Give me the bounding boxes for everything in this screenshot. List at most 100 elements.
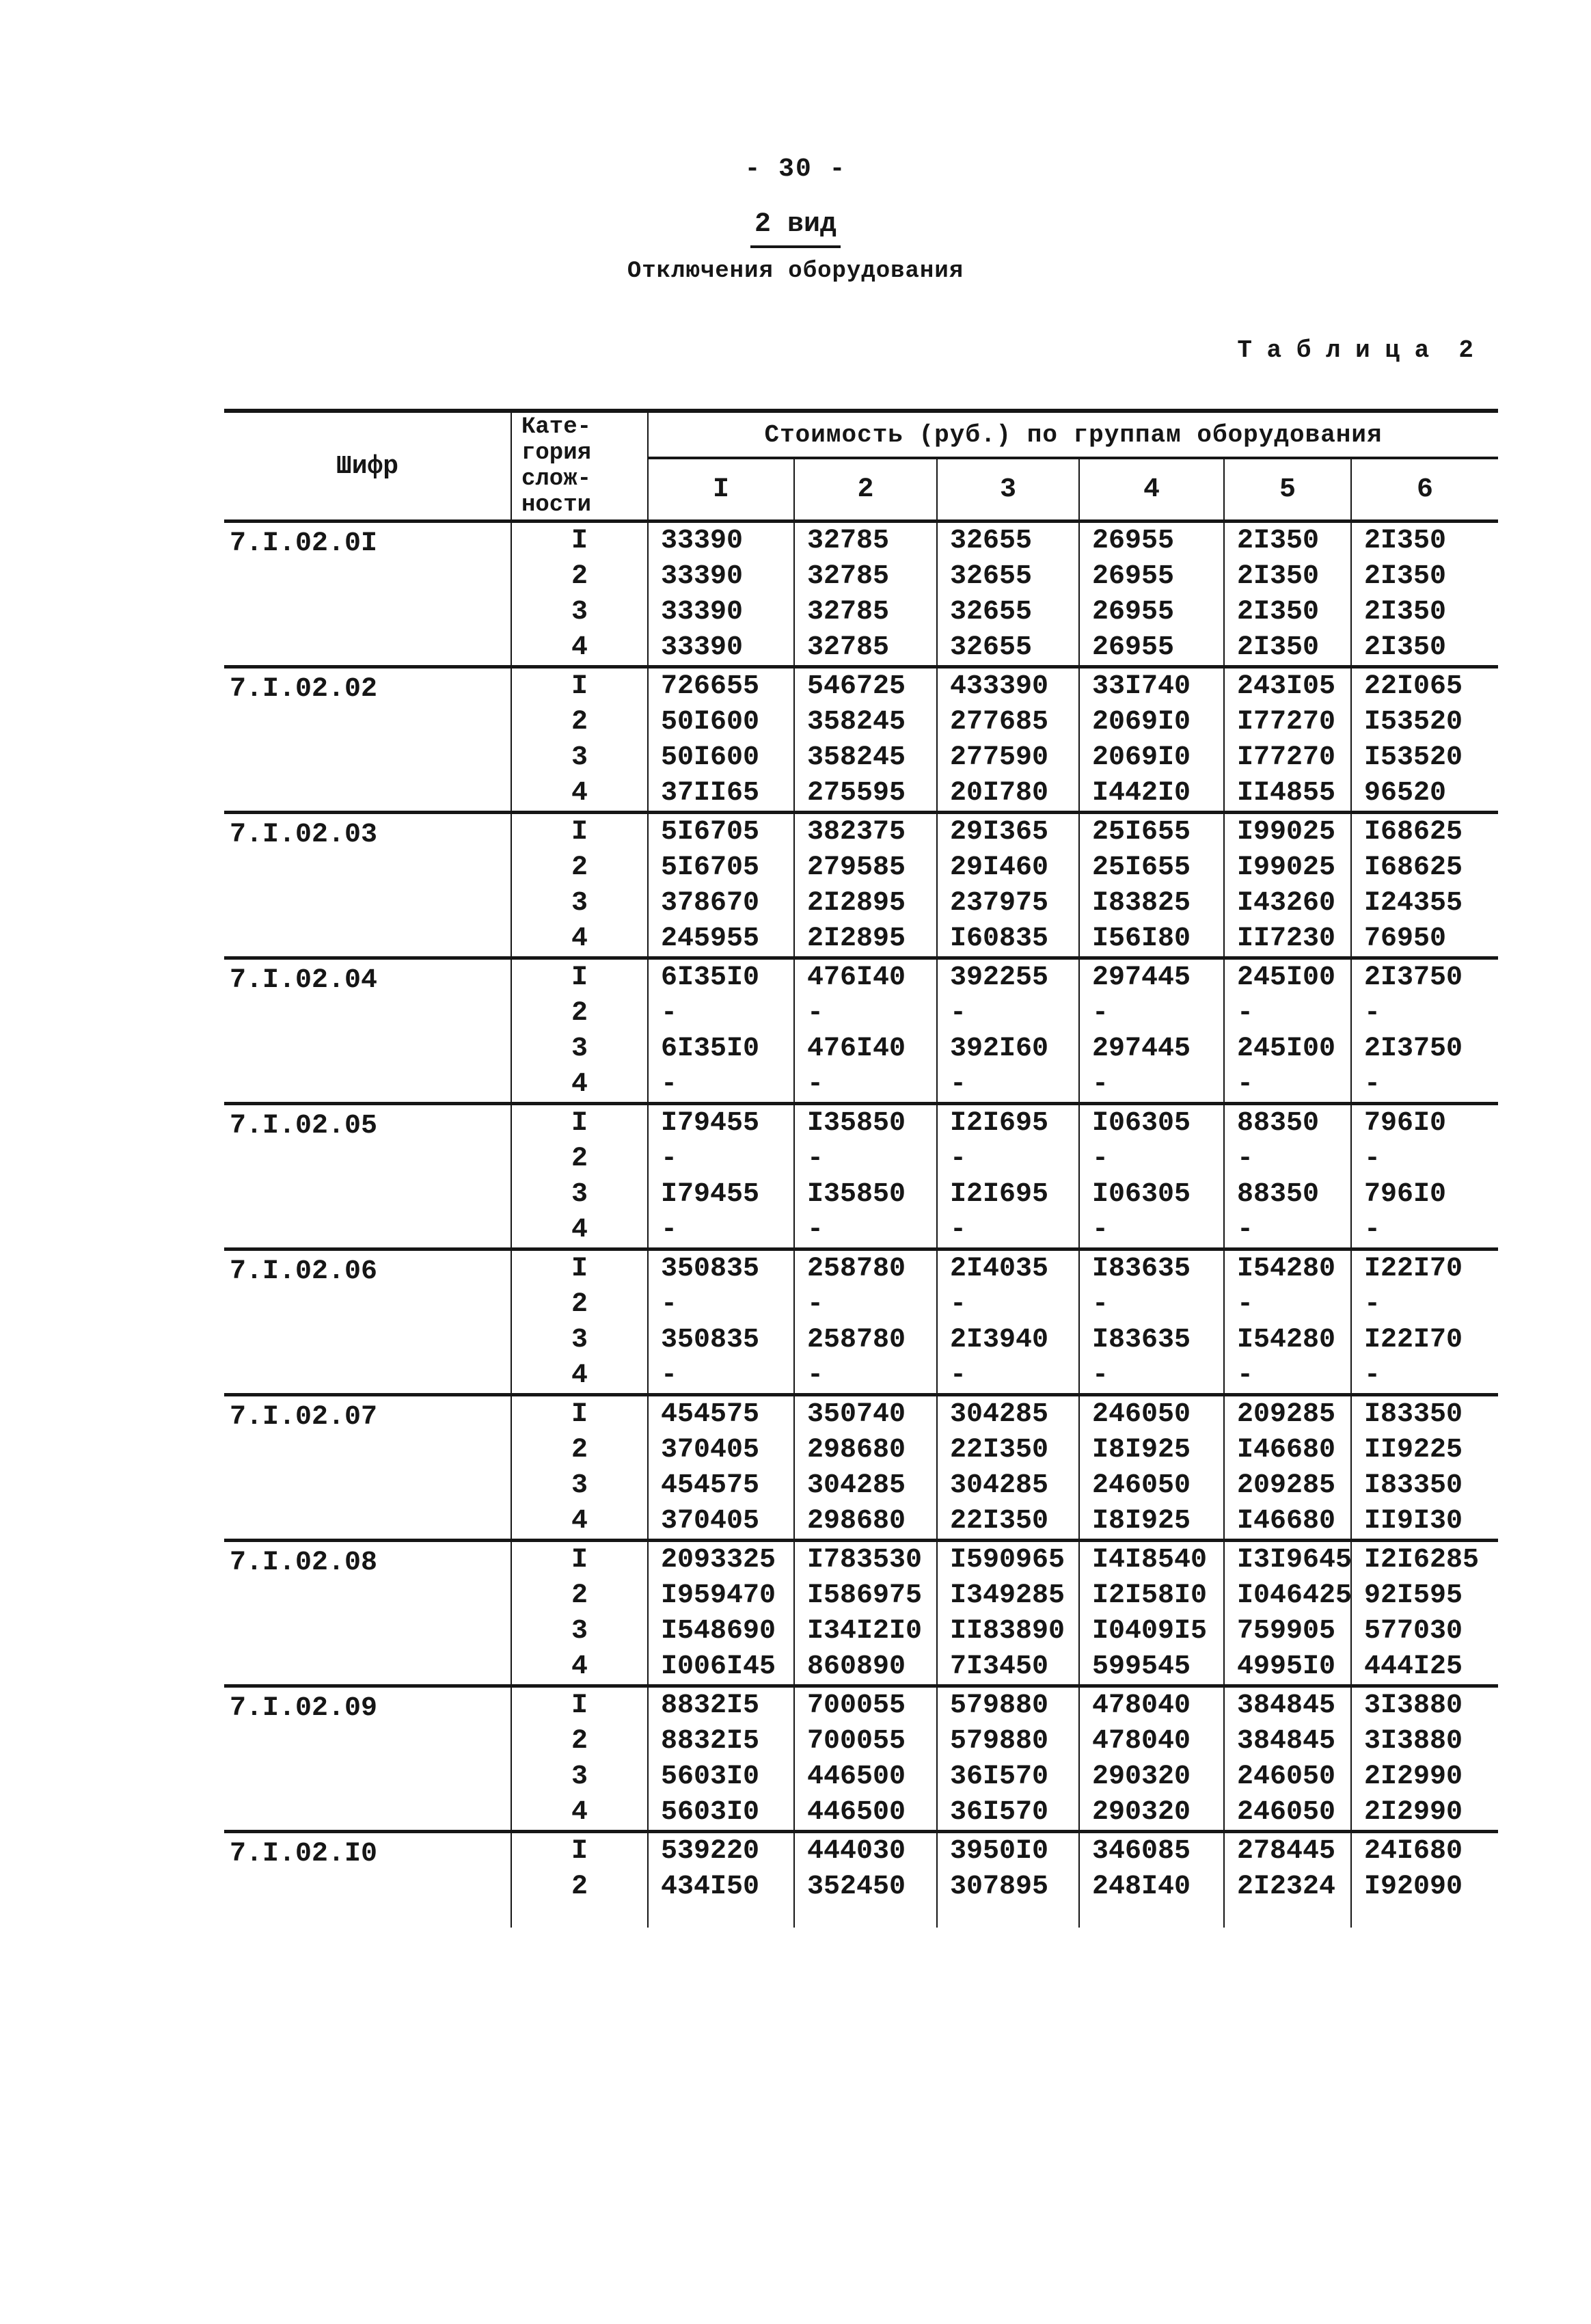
value-cell: 243I05 (1223, 665, 1351, 704)
value-cell: 350740 (793, 1393, 937, 1432)
category-cell: 3 (511, 1468, 648, 1503)
value-cell: I68625 (1350, 850, 1499, 885)
value-cell: I56I80 (1078, 921, 1224, 958)
value-cell: 209285 (1223, 1468, 1351, 1503)
value-cell: 245955 (647, 921, 794, 958)
value-cell: 3950I0 (936, 1830, 1079, 1869)
value-cell: 36I570 (936, 1759, 1079, 1794)
value-cell: 446500 (793, 1759, 937, 1794)
value-cell: 539220 (647, 1830, 794, 1869)
value-cell: I24355 (1350, 885, 1499, 921)
table-row: 7.I.02.0I I 33390 32785 32655 26955 2I350 2I350 (224, 519, 1499, 667)
value-cell: 76950 (1350, 921, 1499, 958)
group-column-header-4: 4 (1078, 458, 1224, 523)
table-section: 7.I.02.03 I 5I6705 382375 29I365 25I655 I99025… (224, 811, 1499, 958)
table-row: 3 50I600 358245 277590 2069I0 I77270 I53520 (224, 740, 1499, 775)
value-cell: 5603I0 (647, 1759, 794, 1794)
value-cell: - (1223, 1286, 1351, 1322)
value-cell: I83350 (1350, 1393, 1499, 1432)
value-cell: 434I50 (647, 1869, 794, 1904)
value-cell: 860890 (793, 1649, 937, 1686)
value-cell: I959470 (647, 1578, 794, 1613)
value-cell: I83825 (1078, 885, 1224, 921)
value-cell: 454575 (647, 1393, 794, 1432)
value-cell: II4855 (1223, 775, 1351, 813)
value-cell: I34I2I0 (793, 1613, 937, 1649)
value-cell: 350835 (647, 1322, 794, 1357)
value-cell: - (936, 1212, 1079, 1249)
value-cell: 277590 (936, 740, 1079, 775)
value-cell: 2I350 (1350, 519, 1499, 558)
value-cell: 444030 (793, 1830, 937, 1869)
value-cell: 370405 (647, 1432, 794, 1468)
category-cell: I (511, 1684, 648, 1723)
group-column-header-6: 6 (1350, 458, 1499, 523)
category-cell: 4 (511, 1357, 648, 1395)
category-cell: 2 (511, 1578, 648, 1613)
value-cell: - (936, 1141, 1079, 1176)
value-cell: 796I0 (1350, 1102, 1499, 1141)
value-cell: 392I60 (936, 1031, 1079, 1066)
value-cell: - (936, 1357, 1079, 1395)
value-cell: I783530 (793, 1539, 937, 1578)
group-column-header-3: 3 (936, 458, 1079, 523)
table-section: 7.I.02.08 I 2093325 I783530 I590965 I4I8540 I3… (224, 1539, 1499, 1686)
table-section: 7.I.02.09 I 8832I5 700055 579880 478040 384845… (224, 1684, 1499, 1832)
value-cell: - (1223, 995, 1351, 1031)
value-cell: I79455 (647, 1102, 794, 1141)
category-cell: 2 (511, 850, 648, 885)
value-cell: 2I3940 (936, 1322, 1079, 1357)
table-row: 7.I.02.09 I 8832I5 700055 579880 478040 384845… (224, 1684, 1499, 1832)
value-cell: 2I2895 (793, 885, 937, 921)
value-cell: 358245 (793, 704, 937, 740)
category-cell: I (511, 519, 648, 558)
table-row: 7.I.02.02 I 726655 546725 433390 33I740 243I05… (224, 665, 1499, 813)
category-cell: I (511, 1539, 648, 1578)
table-row: 4 245955 2I2895 I60835 I56I80 II7230 76950 (224, 921, 1499, 958)
code-cell: 7.I.02.07 (224, 1393, 511, 1541)
table-row: 7.I.02.I0 I 539220 444030 3950I0 346085 278445… (224, 1830, 1499, 1904)
code-cell: 7.I.02.I0 (224, 1830, 511, 1904)
table-row: 2 434I50 352450 307895 248I40 2I2324 I92090 (224, 1869, 1499, 1904)
code-cell: 7.I.02.08 (224, 1539, 511, 1686)
page-number: - 30 - (744, 154, 847, 184)
category-cell: I (511, 956, 648, 995)
value-cell: 5I6705 (647, 811, 794, 850)
value-cell: 258780 (793, 1247, 937, 1286)
table-section: 7.I.02.07 I 454575 350740 304285 246050 209285… (224, 1393, 1499, 1541)
value-cell: I79455 (647, 1176, 794, 1212)
category-cell: 3 (511, 1322, 648, 1357)
value-cell: 2I2324 (1223, 1869, 1351, 1904)
value-cell: 6I35I0 (647, 1031, 794, 1066)
value-cell: I54280 (1223, 1322, 1351, 1357)
value-cell: 700055 (793, 1723, 937, 1759)
value-cell: 3I3880 (1350, 1684, 1499, 1723)
category-cell: 3 (511, 1613, 648, 1649)
category-cell: I (511, 1102, 648, 1141)
value-cell: 32655 (936, 630, 1079, 667)
value-cell: 304285 (793, 1468, 937, 1503)
value-cell: 277685 (936, 704, 1079, 740)
table-row: 3 350835 258780 2I3940 I83635 I54280 I22I70 (224, 1322, 1499, 1357)
value-cell: - (1350, 1066, 1499, 1104)
value-cell: 392255 (936, 956, 1079, 995)
value-cell: 96520 (1350, 775, 1499, 813)
value-cell: - (1078, 1066, 1224, 1104)
value-cell: I349285 (936, 1578, 1079, 1613)
value-cell: 37II65 (647, 775, 794, 813)
value-cell: - (936, 995, 1079, 1031)
value-cell: 20I780 (936, 775, 1079, 813)
code-cell: 7.I.02.03 (224, 811, 511, 958)
value-cell: 209285 (1223, 1393, 1351, 1432)
value-cell: - (1078, 995, 1224, 1031)
empty-cell (793, 1904, 937, 1928)
value-cell: 577030 (1350, 1613, 1499, 1649)
value-cell: 297445 (1078, 1031, 1224, 1066)
value-cell: I83350 (1350, 1468, 1499, 1503)
document-subtitle: Отключения оборудования (627, 258, 964, 284)
value-cell: 33390 (647, 558, 794, 594)
value-cell: 4995I0 (1223, 1649, 1351, 1686)
empty-cell (647, 1904, 794, 1928)
value-cell: - (647, 1066, 794, 1104)
value-cell: 33I740 (1078, 665, 1224, 704)
